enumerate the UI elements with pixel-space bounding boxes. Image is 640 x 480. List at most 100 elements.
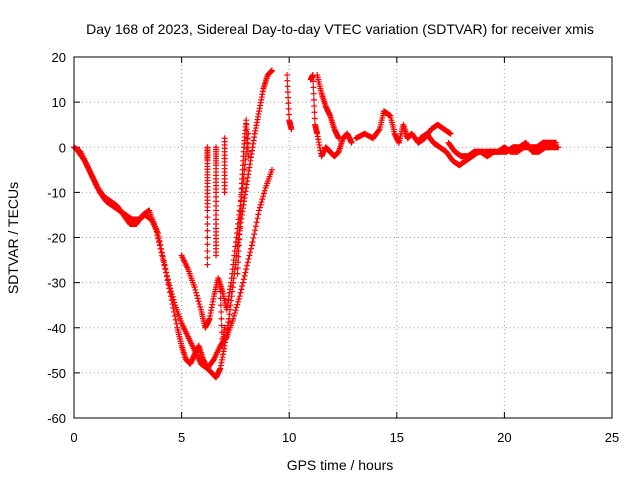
data-point bbox=[246, 252, 253, 259]
data-point bbox=[159, 252, 166, 259]
data-point bbox=[285, 100, 292, 107]
data-point bbox=[235, 259, 242, 266]
data-point bbox=[156, 242, 163, 249]
y-tick-label: 0 bbox=[59, 140, 66, 155]
series-trace-i bbox=[445, 139, 562, 160]
data-point bbox=[348, 139, 355, 146]
data-point bbox=[197, 303, 204, 310]
x-tick-label: 0 bbox=[70, 430, 77, 445]
data-point bbox=[230, 315, 237, 322]
data-point bbox=[192, 286, 199, 293]
data-point bbox=[235, 253, 242, 260]
data-point bbox=[240, 276, 247, 283]
y-tick-label: 20 bbox=[52, 50, 66, 65]
data-point bbox=[157, 245, 164, 252]
series-trace-d bbox=[204, 117, 252, 349]
data-point bbox=[204, 261, 211, 268]
y-tick-label: -60 bbox=[47, 411, 66, 426]
data-point bbox=[164, 276, 171, 283]
data-point bbox=[375, 127, 382, 134]
data-point bbox=[172, 316, 179, 323]
data-point bbox=[255, 211, 262, 218]
data-point bbox=[234, 264, 241, 271]
data-point bbox=[167, 285, 174, 292]
data-point bbox=[250, 235, 257, 242]
data-point bbox=[258, 198, 265, 205]
data-point bbox=[163, 269, 170, 276]
data-point bbox=[171, 299, 178, 306]
data-point bbox=[244, 259, 251, 266]
data-point bbox=[160, 255, 167, 262]
data-point bbox=[170, 296, 177, 303]
data-point bbox=[253, 219, 260, 226]
data-point bbox=[245, 153, 252, 160]
data-point bbox=[168, 288, 175, 295]
data-point bbox=[162, 266, 169, 273]
data-point bbox=[156, 239, 163, 246]
data-point bbox=[217, 295, 224, 302]
data-point bbox=[234, 270, 241, 277]
data-point bbox=[218, 315, 225, 322]
data-point bbox=[252, 227, 259, 234]
data-point bbox=[284, 72, 291, 79]
x-tick-label: 25 bbox=[605, 430, 619, 445]
y-tick-label: -40 bbox=[47, 321, 66, 336]
data-point bbox=[241, 272, 248, 279]
data-point bbox=[236, 219, 243, 226]
data-point bbox=[243, 262, 250, 269]
data-point bbox=[284, 88, 291, 95]
data-point bbox=[311, 103, 318, 110]
data-point bbox=[234, 301, 241, 308]
data-point bbox=[204, 248, 211, 255]
data-point bbox=[195, 298, 202, 305]
data-point bbox=[310, 78, 317, 85]
data-point bbox=[285, 94, 292, 101]
data-point bbox=[204, 144, 211, 151]
data-point bbox=[248, 242, 255, 249]
series-trace-b bbox=[75, 148, 275, 372]
data-point bbox=[158, 249, 165, 256]
data-point bbox=[169, 293, 176, 300]
plot-frame bbox=[73, 56, 613, 419]
data-point bbox=[242, 269, 249, 276]
x-tick-label: 20 bbox=[497, 430, 511, 445]
data-point bbox=[284, 83, 291, 90]
data-point bbox=[166, 282, 173, 289]
data-point bbox=[237, 214, 244, 221]
y-tick-label: -50 bbox=[47, 366, 66, 381]
data-point bbox=[204, 254, 211, 261]
y-tick-label: -30 bbox=[47, 276, 66, 291]
data-point bbox=[232, 307, 239, 314]
data-point bbox=[254, 215, 261, 222]
data-point bbox=[238, 197, 245, 204]
data-point bbox=[256, 207, 263, 214]
data-point bbox=[245, 255, 252, 262]
data-point bbox=[247, 249, 254, 256]
data-point bbox=[204, 214, 211, 221]
data-point bbox=[231, 312, 238, 319]
data-point bbox=[239, 283, 246, 290]
data-point bbox=[311, 109, 318, 116]
data-point bbox=[260, 190, 267, 197]
data-point bbox=[235, 248, 242, 255]
data-point bbox=[233, 304, 240, 311]
y-tick-label: -10 bbox=[47, 185, 66, 200]
data-point bbox=[285, 111, 292, 118]
data-point bbox=[284, 77, 291, 84]
data-point bbox=[238, 185, 245, 192]
data-point bbox=[168, 290, 175, 297]
data-point bbox=[236, 236, 243, 243]
data-point bbox=[193, 292, 200, 299]
data-point bbox=[239, 279, 246, 286]
x-tick-label: 5 bbox=[178, 430, 185, 445]
y-axis-label: SDTVAR / TECUs bbox=[5, 182, 21, 294]
data-point bbox=[243, 266, 250, 273]
data-point bbox=[260, 193, 267, 200]
data-point bbox=[288, 126, 295, 133]
data-point bbox=[196, 301, 203, 308]
data-point bbox=[311, 115, 318, 122]
data-point bbox=[193, 289, 200, 296]
data-point bbox=[165, 279, 172, 286]
data-point bbox=[164, 272, 171, 279]
